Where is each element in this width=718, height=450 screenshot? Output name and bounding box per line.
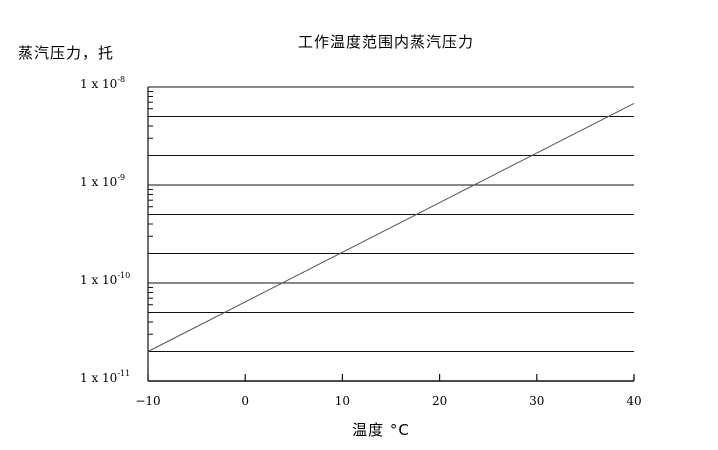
x-tick-label: 0 (241, 394, 249, 408)
x-tick-label: 20 (432, 394, 447, 408)
chart-title: 工作温度范围内蒸汽压力 (298, 33, 474, 51)
x-tick-label: 10 (335, 394, 350, 408)
x-tick-label: −10 (135, 394, 160, 408)
data-series (147, 102, 635, 352)
y-tick-exponent: -8 (117, 75, 125, 84)
y-tick-label: 1 x 10-11 (80, 369, 130, 385)
tick-labels: −10 0 10 20 30 40 1 x 10-8 1 x 10-9 1 x 10-10 1 x… (80, 75, 642, 408)
x-tick-label: 30 (529, 394, 544, 408)
y-tick-label: 1 x 10-10 (80, 271, 130, 287)
x-tick-label: 40 (626, 394, 641, 408)
y-axis-label: 蒸汽压力，托 (18, 44, 114, 62)
y-tick-label: 1 x 10-9 (80, 173, 125, 189)
y-tick-exponent: -10 (117, 271, 130, 280)
x-axis-label: 温度 °C (352, 421, 410, 439)
y-tick-exponent: -11 (117, 369, 130, 378)
grid-lines (148, 86, 634, 352)
vapor-pressure-line (147, 102, 635, 352)
y-tick-label: 1 x 10-8 (80, 75, 125, 91)
axes (147, 86, 635, 382)
y-tick-exponent: -9 (117, 173, 125, 182)
